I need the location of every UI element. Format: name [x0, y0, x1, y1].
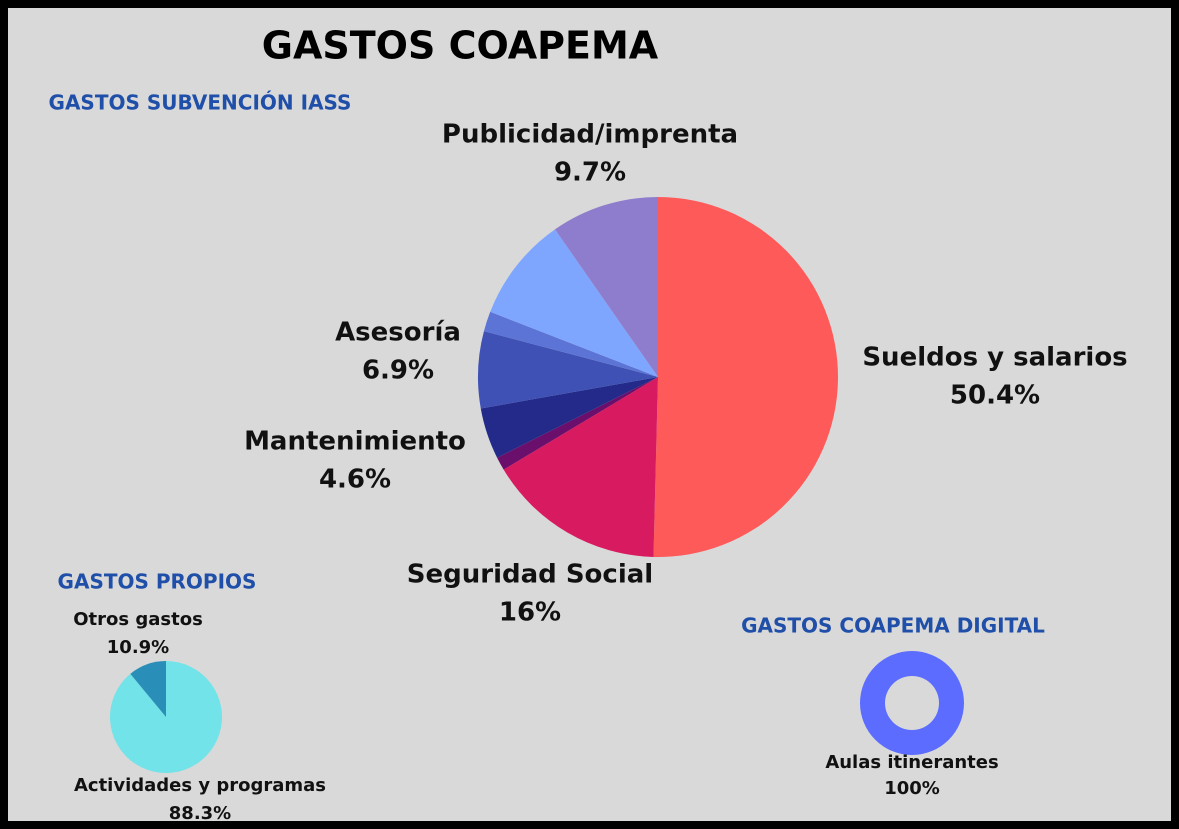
- donut-slice: [860, 651, 964, 755]
- slice-label: Actividades y programas: [74, 775, 326, 796]
- slice-value: 6.9%: [362, 356, 434, 386]
- slice-value: 16%: [499, 598, 561, 628]
- pie-slice: [477, 331, 658, 409]
- slice-value: 10.9%: [107, 637, 169, 658]
- slice-label: Mantenimiento: [244, 427, 466, 457]
- slice-label: Otros gastos: [73, 609, 203, 630]
- pie-slice: [554, 197, 658, 377]
- slice-value: 88.3%: [169, 803, 231, 824]
- chart-title: GASTOS SUBVENCIÓN IASS: [49, 91, 352, 115]
- slice-label: Sueldos y salarios: [862, 343, 1127, 373]
- slice-label: Publicidad/imprenta: [442, 120, 738, 150]
- pie-slice: [653, 197, 838, 557]
- chart-title: GASTOS COAPEMA DIGITAL: [741, 614, 1045, 638]
- pie-slice: [497, 377, 658, 470]
- pie-slice: [130, 661, 166, 717]
- pie-slice: [110, 661, 223, 773]
- slice-value: 9.7%: [554, 158, 626, 188]
- pie-slice: [490, 229, 658, 377]
- pie-slice: [480, 377, 658, 458]
- slice-value: 50.4%: [950, 381, 1040, 411]
- slice-value: 100%: [884, 778, 940, 799]
- pie-slice: [503, 377, 658, 557]
- slice-label: Asesoría: [335, 318, 461, 348]
- slice-label: Aulas itinerantes: [825, 752, 998, 773]
- pie-slice: [483, 311, 658, 377]
- chart-title: GASTOS PROPIOS: [58, 570, 257, 594]
- main-title: GASTOS COAPEMA: [262, 24, 659, 68]
- slice-label: Seguridad Social: [407, 560, 653, 590]
- slice-value: 4.6%: [319, 465, 391, 495]
